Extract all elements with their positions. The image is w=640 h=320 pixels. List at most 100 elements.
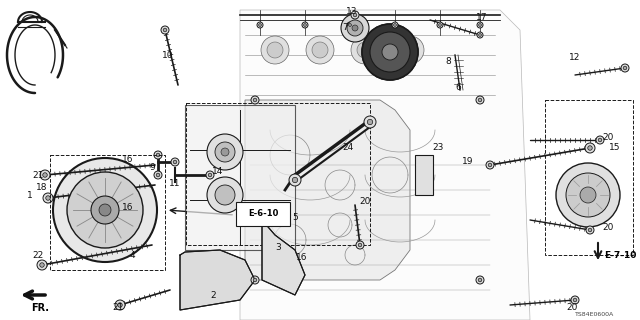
Circle shape [364, 116, 376, 128]
Circle shape [362, 24, 418, 80]
Circle shape [292, 177, 298, 183]
Text: 20: 20 [602, 223, 614, 233]
Circle shape [207, 134, 243, 170]
Circle shape [37, 260, 47, 270]
Circle shape [585, 143, 595, 153]
Circle shape [402, 42, 418, 58]
Circle shape [253, 278, 257, 282]
Circle shape [259, 24, 261, 26]
Text: 21: 21 [112, 303, 124, 313]
Text: 6: 6 [455, 84, 461, 92]
Circle shape [370, 32, 410, 72]
Circle shape [302, 22, 308, 28]
Circle shape [312, 42, 328, 58]
Text: 22: 22 [33, 251, 44, 260]
Text: 15: 15 [609, 143, 621, 153]
Text: 19: 19 [462, 157, 474, 166]
Text: 16: 16 [296, 253, 308, 262]
Text: 21: 21 [32, 171, 44, 180]
Circle shape [40, 263, 44, 267]
Text: 7: 7 [342, 23, 348, 33]
Circle shape [478, 98, 482, 102]
Circle shape [163, 28, 167, 32]
Text: 9: 9 [149, 164, 155, 172]
Circle shape [215, 185, 235, 205]
Circle shape [156, 173, 160, 177]
Circle shape [623, 66, 627, 70]
Circle shape [357, 42, 373, 58]
Circle shape [394, 24, 396, 26]
Text: E-6-10: E-6-10 [248, 210, 278, 219]
Text: 12: 12 [570, 53, 580, 62]
Text: 1: 1 [27, 190, 33, 199]
Circle shape [253, 98, 257, 102]
Circle shape [221, 148, 229, 156]
Text: 23: 23 [432, 143, 444, 153]
FancyBboxPatch shape [185, 105, 295, 250]
Polygon shape [180, 250, 255, 310]
Circle shape [289, 174, 301, 186]
Circle shape [478, 278, 482, 282]
Circle shape [43, 193, 53, 203]
Circle shape [374, 36, 406, 68]
Circle shape [351, 36, 379, 64]
Circle shape [99, 204, 111, 216]
Circle shape [588, 228, 592, 232]
Circle shape [351, 11, 359, 19]
Circle shape [573, 298, 577, 302]
Circle shape [479, 34, 481, 36]
Circle shape [154, 171, 162, 179]
Circle shape [267, 42, 283, 58]
Circle shape [566, 173, 610, 217]
Text: E-7-10: E-7-10 [604, 251, 636, 260]
Circle shape [384, 46, 396, 58]
Circle shape [171, 158, 179, 166]
Circle shape [341, 14, 369, 42]
Circle shape [479, 24, 481, 26]
Circle shape [251, 96, 259, 104]
Circle shape [347, 22, 353, 28]
Text: 16: 16 [122, 204, 134, 212]
Circle shape [596, 136, 604, 144]
Text: 16: 16 [122, 156, 134, 164]
Circle shape [488, 163, 492, 167]
Circle shape [352, 25, 358, 31]
FancyBboxPatch shape [236, 202, 290, 226]
Circle shape [45, 196, 51, 200]
Text: 4: 4 [129, 251, 135, 260]
Polygon shape [245, 100, 410, 280]
Circle shape [621, 64, 629, 72]
Circle shape [438, 24, 442, 26]
Circle shape [353, 13, 357, 17]
Text: 11: 11 [169, 179, 180, 188]
Circle shape [261, 36, 289, 64]
Polygon shape [240, 10, 530, 320]
Circle shape [477, 22, 483, 28]
Text: 24: 24 [342, 143, 354, 153]
Circle shape [206, 171, 214, 179]
Text: 20: 20 [566, 303, 578, 313]
FancyBboxPatch shape [415, 155, 433, 195]
Circle shape [156, 153, 160, 157]
Circle shape [306, 36, 334, 64]
Text: 20: 20 [602, 133, 614, 142]
Text: 17: 17 [476, 13, 488, 22]
Text: 3: 3 [275, 244, 281, 252]
Circle shape [588, 146, 592, 150]
Circle shape [91, 196, 119, 224]
Circle shape [556, 163, 620, 227]
Circle shape [67, 172, 143, 248]
Polygon shape [262, 220, 305, 295]
Circle shape [347, 20, 363, 36]
Text: 10: 10 [163, 51, 173, 60]
Circle shape [215, 142, 235, 162]
Circle shape [154, 151, 162, 159]
Text: 5: 5 [292, 213, 298, 222]
Circle shape [115, 300, 125, 310]
Circle shape [53, 158, 157, 262]
Circle shape [257, 22, 263, 28]
Text: 14: 14 [212, 167, 224, 177]
Text: 13: 13 [346, 7, 358, 17]
Circle shape [580, 187, 596, 203]
Circle shape [362, 24, 418, 80]
